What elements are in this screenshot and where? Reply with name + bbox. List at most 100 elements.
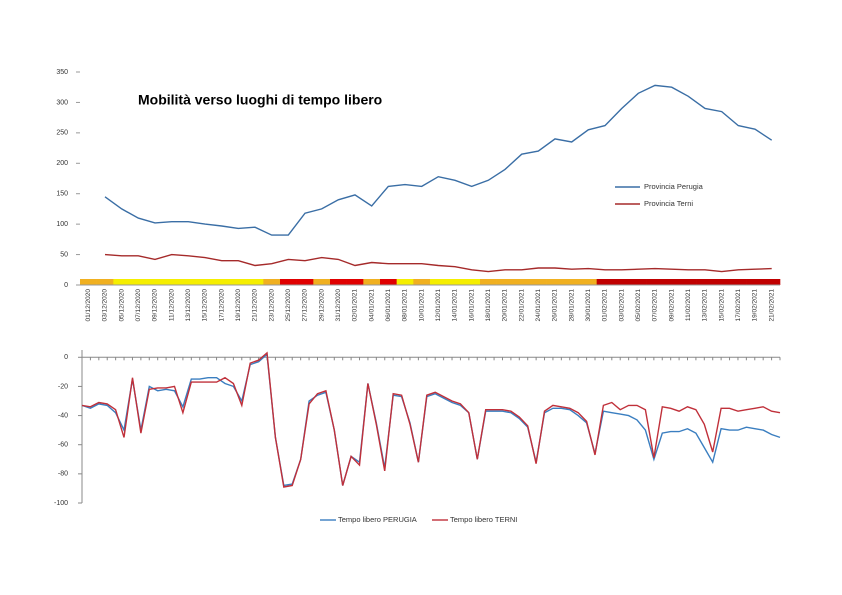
x-tick-label: 07/12/2020 [135,289,142,322]
x-tick-label: 01/12/2020 [85,289,92,322]
x-tick-label: 17/12/2020 [218,289,225,322]
y-tick-label: 250 [56,130,68,137]
zone-band [380,279,397,285]
zone-band [596,279,614,285]
zone-band [396,279,414,285]
zone-band [230,279,247,285]
zone-band [630,279,647,285]
x-tick-label: 27/12/2020 [302,289,309,322]
zone-band [430,279,447,285]
x-tick-label: 16/01/2021 [468,289,475,322]
x-tick-label: 19/12/2020 [235,289,242,322]
zone-band [130,279,147,285]
y-tick-label: -100 [54,500,68,507]
x-tick-label: 01/02/2021 [602,289,609,322]
y-tick-label: 50 [60,251,68,258]
zone-band [180,279,197,285]
legend-label: Tempo libero PERUGIA [338,515,417,524]
zone-band [446,279,464,285]
zone-band [246,279,264,285]
x-tick-label: 07/02/2021 [652,289,659,322]
zone-band [96,279,114,285]
zone-band [696,279,714,285]
zone-band [413,279,431,285]
zone-band [196,279,214,285]
x-tick-label: 08/01/2021 [402,289,409,322]
y-tick-label: -40 [58,412,68,419]
legend-label: Provincia Perugia [644,182,704,191]
x-tick-label: 21/02/2021 [768,289,775,322]
x-tick-label: 20/01/2021 [502,289,509,322]
x-tick-label: 10/01/2021 [418,289,425,322]
x-tick-label: 24/01/2021 [535,289,542,322]
zone-band [646,279,664,285]
legend-label: Tempo libero TERNI [450,515,517,524]
x-tick-label: 06/01/2021 [385,289,392,322]
x-tick-label: 05/02/2021 [635,289,642,322]
zone-band [530,279,547,285]
x-tick-label: 09/02/2021 [668,289,675,322]
zone-band [80,279,97,285]
zone-band [463,279,481,285]
x-tick-label: 11/02/2021 [685,289,692,321]
legend-label: Provincia Terni [644,199,693,208]
data-line [104,84,773,236]
zone-band [713,279,731,285]
y-tick-label: -60 [58,442,68,449]
y-tick-label: 0 [64,354,68,361]
zone-band [113,279,131,285]
x-tick-label: 09/12/2020 [152,289,159,322]
x-tick-label: 30/01/2021 [585,289,592,322]
y-tick-label: 150 [56,191,68,198]
x-tick-label: 03/12/2020 [102,289,109,322]
zone-band [563,279,581,285]
chart-title: Mobilità verso luoghi di tempo libero [138,92,382,108]
zone-band [730,279,747,285]
zone-band [480,279,497,285]
zone-band [546,279,564,285]
x-tick-label: 23/12/2020 [268,289,275,322]
zone-band [613,279,631,285]
x-tick-label: 19/02/2021 [752,289,759,322]
y-tick-label: 0 [64,282,68,289]
zone-band [330,279,347,285]
y-tick-label: 100 [56,221,68,228]
x-tick-label: 17/02/2021 [735,289,742,322]
x-tick-label: 28/01/2021 [568,289,575,322]
x-tick-label: 04/01/2021 [368,289,375,322]
zone-band [680,279,697,285]
zone-band [296,279,314,285]
zone-band [280,279,297,285]
y-tick-label: -80 [58,471,68,478]
x-tick-label: 12/01/2021 [435,289,442,322]
zone-band [363,279,381,285]
zone-band [763,279,781,285]
x-tick-label: 25/12/2020 [285,289,292,322]
zone-band [163,279,181,285]
zone-band [213,279,231,285]
x-tick-label: 11/12/2020 [168,289,175,321]
x-tick-label: 15/02/2021 [718,289,725,322]
x-tick-label: 29/12/2020 [318,289,325,322]
data-line [81,351,781,488]
data-line [104,253,772,273]
y-tick-label: 300 [56,99,68,106]
x-tick-label: 14/01/2021 [452,289,459,322]
zone-band [746,279,764,285]
zone-band [580,279,597,285]
x-tick-label: 18/01/2021 [485,289,492,322]
y-tick-label: 350 [56,69,68,76]
zone-band [313,279,331,285]
x-tick-label: 15/12/2020 [202,289,209,322]
zone-band [346,279,364,285]
y-tick-label: -20 [58,383,68,390]
x-tick-label: 31/12/2020 [335,289,342,322]
x-tick-label: 13/12/2020 [185,289,192,322]
x-tick-label: 02/01/2021 [352,289,359,322]
x-tick-label: 22/01/2021 [518,289,525,322]
x-tick-label: 13/02/2021 [702,289,709,322]
zone-band [496,279,514,285]
data-line [81,352,781,487]
x-tick-label: 26/01/2021 [552,289,559,322]
